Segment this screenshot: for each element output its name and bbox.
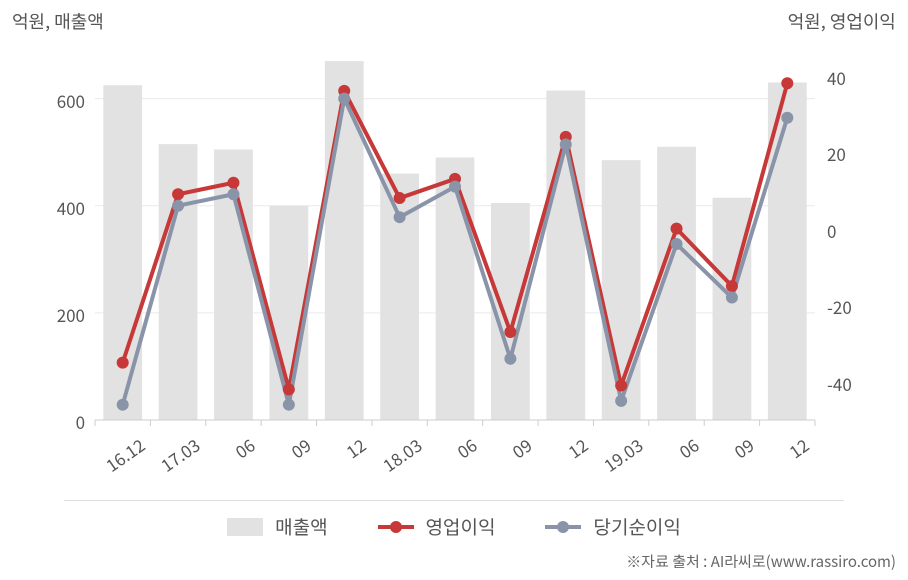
legend-swatch-line-2	[545, 518, 581, 536]
right-tick: 0	[827, 218, 836, 243]
legend-item-bar: 매출액	[227, 513, 327, 540]
legend-label-net-profit: 당기순이익	[593, 513, 680, 540]
legend-label-revenue: 매출액	[275, 513, 327, 540]
chart-container: 억원, 매출액 억원, 영업이익 0200400600 -40-2002040 …	[0, 0, 908, 580]
right-tick: 20	[827, 141, 846, 166]
right-tick: -20	[827, 294, 852, 319]
source-note: ※자료 출처 : AI라씨로(www.rassiro.com)	[626, 551, 896, 572]
legend-swatch-line-1	[378, 518, 414, 536]
left-tick: 600	[57, 88, 85, 113]
legend-label-operating-profit: 영업이익	[426, 513, 496, 540]
legend-item-line-1: 영업이익	[378, 513, 496, 540]
right-tick: -40	[827, 371, 852, 396]
left-tick: 0	[76, 409, 85, 434]
left-tick: 400	[57, 195, 85, 220]
legend-item-line-2: 당기순이익	[545, 513, 680, 540]
right-tick: 40	[827, 65, 846, 90]
chart-svg	[0, 0, 908, 580]
left-tick: 200	[57, 302, 85, 327]
legend-swatch-bar	[227, 518, 263, 536]
legend: 매출액 영업이익 당기순이익	[64, 500, 844, 540]
